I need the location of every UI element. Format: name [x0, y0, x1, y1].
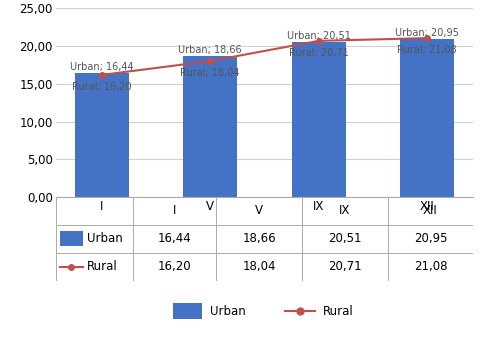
- Text: Urban: Urban: [210, 305, 246, 318]
- Text: XII: XII: [423, 204, 438, 218]
- Text: Urban; 20,95: Urban; 20,95: [395, 28, 459, 37]
- Text: Urban; 20,51: Urban; 20,51: [287, 31, 351, 41]
- Bar: [60, 231, 83, 246]
- Bar: [183, 56, 237, 197]
- Text: IX: IX: [339, 204, 351, 218]
- Bar: [400, 39, 455, 197]
- Text: V: V: [255, 204, 263, 218]
- Text: 18,04: 18,04: [242, 260, 276, 273]
- Bar: [172, 303, 202, 320]
- Text: Rural: Rural: [87, 260, 118, 273]
- Text: Urban: Urban: [87, 232, 123, 245]
- Text: Rural; 16,20: Rural; 16,20: [72, 82, 131, 92]
- Text: Rural: Rural: [323, 305, 354, 318]
- Text: 20,71: 20,71: [328, 260, 362, 273]
- Text: 20,51: 20,51: [328, 232, 362, 245]
- Text: Urban; 16,44: Urban; 16,44: [70, 62, 133, 72]
- Text: I: I: [173, 204, 176, 218]
- Text: Rural; 21,08: Rural; 21,08: [398, 45, 457, 55]
- Text: 18,66: 18,66: [242, 232, 276, 245]
- Bar: [292, 42, 346, 197]
- Text: Rural; 18,04: Rural; 18,04: [181, 68, 240, 78]
- Text: 16,20: 16,20: [158, 260, 191, 273]
- Bar: [74, 73, 129, 197]
- Text: 21,08: 21,08: [414, 260, 447, 273]
- Text: Urban; 18,66: Urban; 18,66: [178, 45, 242, 55]
- Text: 20,95: 20,95: [414, 232, 447, 245]
- Text: Rural; 20,71: Rural; 20,71: [289, 48, 349, 58]
- Text: 16,44: 16,44: [158, 232, 191, 245]
